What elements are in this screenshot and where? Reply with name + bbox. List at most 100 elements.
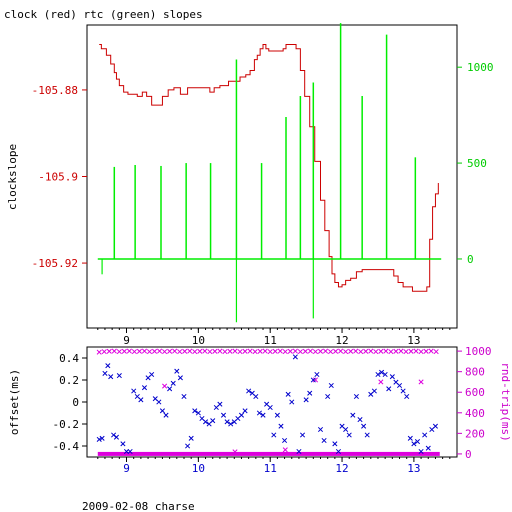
offset-point	[400, 388, 406, 394]
bottom-y2-tick-label: 200	[465, 427, 485, 440]
offset-point	[113, 434, 120, 440]
offset-point	[108, 374, 114, 380]
rndtrip-point	[232, 348, 238, 354]
rndtrip-point	[403, 349, 409, 355]
rndtrip-point	[368, 348, 374, 354]
rndtrip-point	[322, 348, 329, 354]
top-y-tick-label: -105.9	[38, 171, 78, 184]
rndtrip-point	[151, 348, 158, 354]
rndtrip-point	[302, 348, 308, 354]
offset-series	[96, 354, 439, 455]
rndtrip-point	[247, 348, 253, 354]
offset-point	[195, 410, 201, 416]
bottom-x-tick-label: 12	[335, 462, 348, 475]
offset-point	[99, 435, 105, 441]
rndtrip-point	[267, 349, 273, 355]
rndtrip-point	[378, 348, 384, 354]
offset-point	[282, 437, 288, 444]
offset-point	[174, 368, 180, 374]
rndtrip-point	[262, 348, 268, 354]
offset-point	[253, 393, 259, 400]
offset-point	[404, 393, 410, 400]
offset-point	[138, 397, 144, 403]
rndtrip-point	[348, 348, 354, 354]
offset-point	[317, 426, 324, 433]
offset-point	[256, 410, 262, 416]
rndtrip-point	[282, 447, 288, 453]
rndtrip-point	[141, 348, 148, 354]
offset-point	[414, 439, 421, 445]
bottom-y-tick-label: 0.4	[59, 352, 79, 365]
bottom-y-tick-label: 0	[72, 396, 79, 409]
offset-point	[141, 385, 148, 391]
bottom-y2-tick-label: 1000	[465, 345, 492, 358]
offset-point	[289, 399, 295, 405]
offset-point	[379, 369, 385, 375]
bottom-y2-tick-label: 800	[465, 366, 485, 379]
rndtrip-point	[282, 349, 288, 355]
offset-point	[422, 432, 428, 438]
rndtrip-point	[373, 349, 379, 355]
rndtrip-point	[162, 349, 168, 355]
rndtrip-point	[428, 348, 434, 354]
offset-point	[411, 441, 417, 447]
rndtrip-baseline-band	[97, 451, 440, 456]
bottom-y2-tick-label: 400	[465, 407, 485, 420]
rndtrip-point	[257, 348, 263, 354]
offset-point	[353, 393, 359, 400]
rndtrip-point	[192, 349, 198, 355]
bottom-x-tick-label: 9	[123, 462, 130, 475]
bottom-x-tick-label: 13	[407, 462, 420, 475]
rndtrip-point	[378, 379, 384, 385]
bottom-x-tick-label: 11	[264, 462, 277, 475]
offset-point	[163, 412, 169, 418]
bottom-x-tick-label: 10	[192, 462, 205, 475]
offset-point	[156, 399, 162, 405]
top-x-tick-label: 9	[123, 334, 130, 347]
top-y-tick-label: -105.92	[32, 257, 78, 270]
rndtrip-point	[292, 348, 298, 354]
rndtrip-point	[116, 349, 122, 355]
rndtrip-point	[197, 348, 203, 354]
rndtrip-point	[297, 349, 303, 355]
rndtrip-point	[383, 348, 389, 354]
offset-point	[188, 435, 194, 441]
offset-point	[321, 437, 327, 444]
rndtrip-point	[423, 348, 429, 354]
bottom-y2-tick-label: 0	[465, 448, 472, 461]
rndtrip-point	[393, 348, 399, 354]
offset-point	[407, 435, 413, 441]
top-x-tick-label: 10	[192, 334, 205, 347]
offset-point	[432, 423, 439, 429]
rndtrip-point	[172, 348, 178, 354]
offset-point	[389, 374, 395, 380]
offset-point	[296, 448, 302, 455]
rndtrip-point	[408, 348, 414, 354]
rndtrip-point	[126, 348, 132, 354]
rndtrip-point	[167, 348, 173, 354]
offset-point	[357, 417, 363, 423]
rndtrip-point	[413, 348, 419, 354]
rndtrip-point	[212, 348, 218, 354]
rndtrip-point	[363, 348, 369, 354]
top-y2-tick-label: 500	[467, 157, 487, 170]
bottom-y2-axis-label: rnd-trip(ms)	[499, 362, 512, 441]
rndtrip-point	[131, 349, 137, 355]
rndtrip-point	[353, 348, 359, 354]
offset-point	[375, 371, 381, 378]
offset-point	[346, 432, 352, 438]
offset-point	[192, 408, 198, 414]
figure-title: clock (red) rtc (green) slopes	[4, 8, 203, 21]
offset-point	[335, 448, 342, 455]
rndtrip-point	[272, 348, 278, 354]
offset-point	[364, 432, 370, 438]
rndtrip-point	[388, 349, 394, 355]
offset-point	[167, 386, 173, 392]
rndtrip-point	[242, 348, 248, 354]
offset-point	[116, 373, 122, 379]
offset-point	[307, 390, 313, 396]
rndtrip-point	[101, 349, 107, 355]
offset-point	[120, 441, 126, 447]
offset-point	[159, 408, 165, 414]
